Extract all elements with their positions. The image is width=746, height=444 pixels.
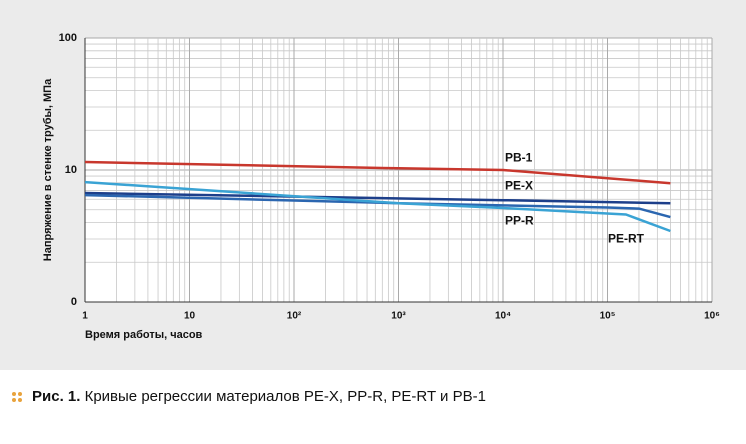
caption: Рис. 1. Кривые регрессии материалов PE-X… bbox=[32, 388, 486, 405]
series-line bbox=[84, 160, 671, 185]
caption-icon bbox=[12, 392, 22, 402]
y-axis-label: Напряжение в стенке трубы, МПа bbox=[42, 78, 54, 261]
x-tick-label: 10⁶ bbox=[704, 311, 720, 322]
x-tick-label: 10³ bbox=[391, 311, 406, 322]
caption-text: Кривые регрессии материалов PE-X, PP-R, … bbox=[85, 388, 486, 405]
x-tick-label: 10⁵ bbox=[600, 311, 616, 322]
series-label: PP-R bbox=[505, 214, 534, 228]
y-tick-label: 0 bbox=[71, 296, 77, 308]
series-label: PB-1 bbox=[505, 150, 533, 164]
series-line bbox=[84, 193, 671, 219]
x-tick-label: 1 bbox=[82, 311, 88, 322]
series-label: PE-RT bbox=[608, 232, 645, 246]
series-line bbox=[84, 180, 671, 233]
y-tick-label: 10 bbox=[65, 164, 77, 176]
x-tick-label: 10 bbox=[184, 311, 196, 322]
x-tick-label: 10⁴ bbox=[495, 311, 511, 322]
series-line bbox=[84, 191, 671, 205]
y-tick-label: 100 bbox=[59, 32, 77, 44]
caption-label: Рис. 1. bbox=[32, 388, 80, 405]
x-tick-label: 10² bbox=[287, 311, 302, 322]
x-axis-label: Время работы, часов bbox=[85, 329, 203, 341]
series-label: PE-X bbox=[505, 178, 533, 192]
